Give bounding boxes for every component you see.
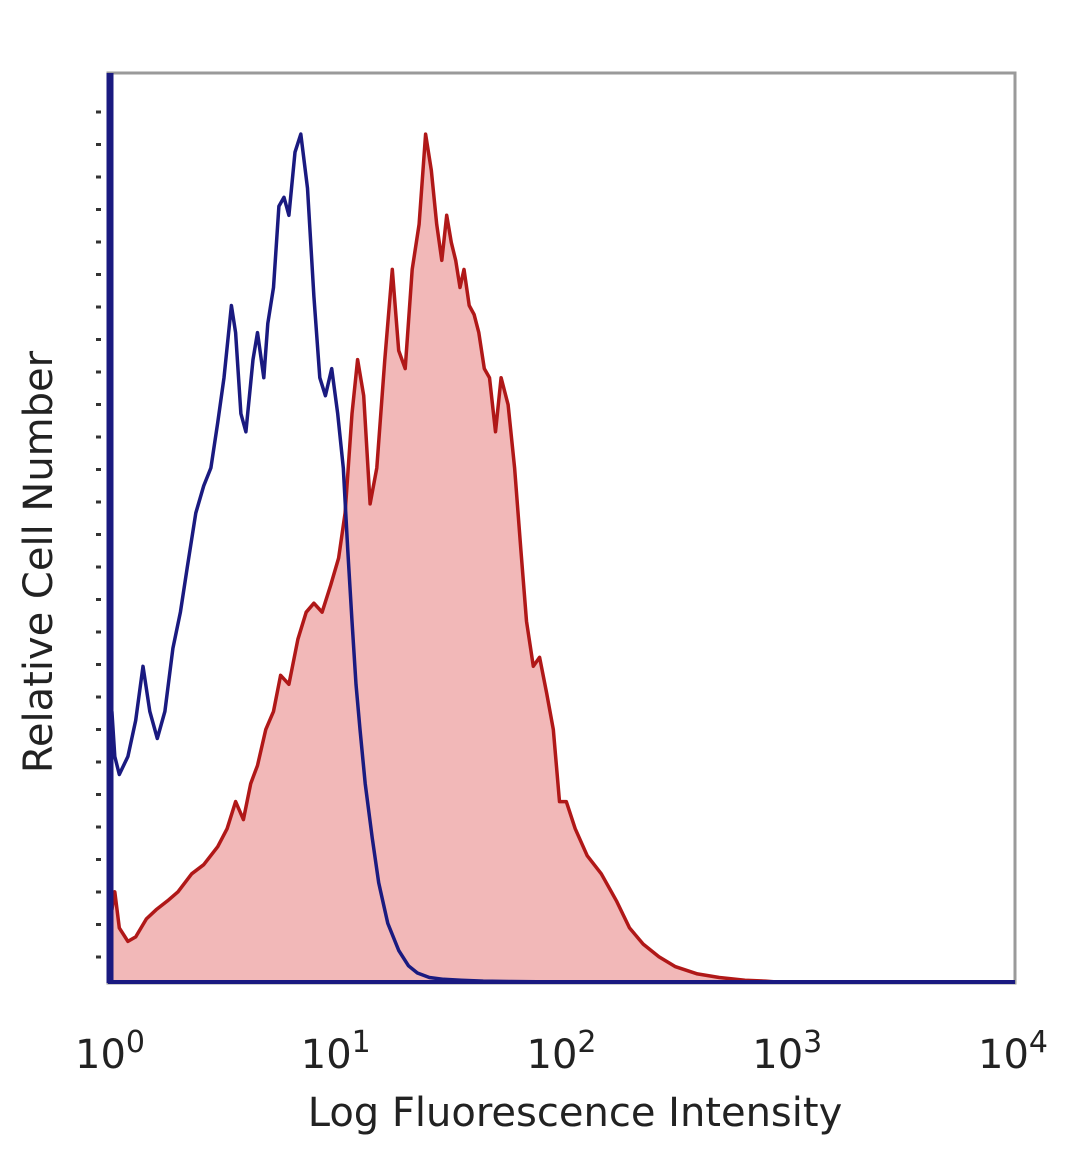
x-tick-label: 100: [75, 1025, 145, 1078]
isotype-histogram-line: [110, 132, 1013, 984]
x-tick-label: 104: [978, 1025, 1048, 1078]
series-layer: [110, 132, 1013, 984]
stained-histogram-fill: [111, 134, 1013, 983]
x-tick-label: 101: [301, 1025, 371, 1078]
x-axis-ticks: 100 101 102 103 104: [75, 1025, 1048, 1078]
y-axis-minor-ticks: [96, 110, 101, 959]
y-axis-title: Relative Cell Number: [16, 350, 62, 773]
x-tick-label: 102: [527, 1025, 597, 1078]
x-tick-label: 103: [752, 1025, 822, 1078]
x-axis-title: Log Fluorescence Intensity: [308, 1090, 843, 1136]
stained-histogram-line: [110, 132, 1013, 984]
